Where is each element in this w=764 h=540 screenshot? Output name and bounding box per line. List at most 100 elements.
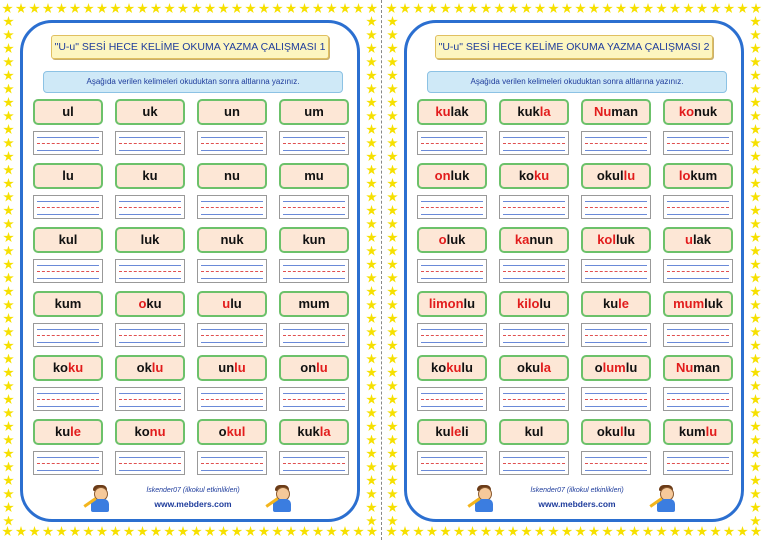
- star-icon: [366, 124, 377, 135]
- writing-line[interactable]: [663, 195, 733, 219]
- writing-line[interactable]: [279, 387, 349, 411]
- writing-line[interactable]: [499, 323, 569, 347]
- star-icon: [440, 526, 451, 537]
- star-icon: [723, 526, 735, 537]
- word-row: kul luk nuk kun: [33, 227, 353, 291]
- writing-line[interactable]: [581, 131, 651, 155]
- writing-line[interactable]: [197, 451, 267, 475]
- writing-line[interactable]: [417, 451, 487, 475]
- word-row: onluk koku okullu lokum: [417, 163, 737, 227]
- star-icon: [750, 70, 761, 81]
- star-icon: [750, 124, 761, 135]
- writing-line[interactable]: [581, 323, 651, 347]
- writing-line[interactable]: [33, 131, 103, 155]
- star-icon: [750, 151, 761, 162]
- writing-line[interactable]: [279, 451, 349, 475]
- star-icon: [326, 526, 337, 537]
- writing-line[interactable]: [663, 323, 733, 347]
- star-icon: [387, 191, 398, 202]
- syllable: luk: [446, 232, 466, 247]
- writing-line[interactable]: [417, 323, 487, 347]
- word-row: kum oku ulu mum: [33, 291, 353, 355]
- star-icon: [696, 3, 708, 14]
- writing-line[interactable]: [663, 259, 733, 283]
- writing-line[interactable]: [499, 451, 569, 475]
- writing-line[interactable]: [581, 387, 651, 411]
- writing-line[interactable]: [115, 195, 185, 219]
- highlighted-syllable: o: [138, 296, 147, 311]
- writing-line[interactable]: [33, 387, 103, 411]
- highlighted-syllable: ko: [678, 104, 695, 119]
- writing-line[interactable]: [417, 195, 487, 219]
- syllable: nun: [529, 232, 554, 247]
- writing-line[interactable]: [279, 131, 349, 155]
- star-icon: [750, 137, 761, 148]
- writing-line[interactable]: [663, 451, 733, 475]
- star-icon: [3, 475, 14, 486]
- highlighted-syllable: on: [434, 168, 451, 183]
- highlighted-syllable: o: [438, 232, 447, 247]
- worksheet-card: "U-u" SESİ HECE KELİME OKUMA YAZMA ÇALIŞ…: [404, 20, 744, 522]
- writing-line[interactable]: [499, 131, 569, 155]
- star-icon: [3, 29, 14, 40]
- writing-line[interactable]: [115, 451, 185, 475]
- star-icon: [683, 526, 694, 537]
- syllable: kun: [302, 232, 326, 247]
- writing-line[interactable]: [115, 131, 185, 155]
- writing-line[interactable]: [115, 387, 185, 411]
- star-icon: [245, 526, 256, 537]
- star-icon: [750, 502, 761, 513]
- writing-line[interactable]: [279, 195, 349, 219]
- star-icon: [750, 448, 761, 459]
- star-icon: [534, 3, 546, 14]
- writing-line[interactable]: [33, 259, 103, 283]
- writing-line[interactable]: [663, 387, 733, 411]
- syllable: okul: [596, 168, 624, 183]
- writing-line[interactable]: [417, 259, 487, 283]
- star-icon: [575, 526, 586, 537]
- writing-line[interactable]: [499, 259, 569, 283]
- writing-line[interactable]: [33, 323, 103, 347]
- writing-line[interactable]: [197, 387, 267, 411]
- writing-line[interactable]: [197, 259, 267, 283]
- writing-line[interactable]: [417, 387, 487, 411]
- star-icon: [150, 526, 162, 537]
- syllable: nuk: [220, 232, 244, 247]
- word-card: konuk: [663, 99, 733, 125]
- writing-line[interactable]: [279, 259, 349, 283]
- writing-line[interactable]: [33, 195, 103, 219]
- writing-line[interactable]: [279, 323, 349, 347]
- writing-line[interactable]: [581, 259, 651, 283]
- star-icon: [561, 3, 573, 14]
- writing-line[interactable]: [581, 451, 651, 475]
- writing-line[interactable]: [115, 323, 185, 347]
- writing-line[interactable]: [197, 195, 267, 219]
- writing-line[interactable]: [197, 323, 267, 347]
- word-card: kukla: [499, 99, 569, 125]
- writing-line[interactable]: [581, 195, 651, 219]
- writing-line[interactable]: [115, 259, 185, 283]
- writing-line[interactable]: [663, 131, 733, 155]
- star-icon: [3, 16, 14, 27]
- syllable: ko: [431, 360, 447, 375]
- star-icon: [366, 137, 377, 148]
- writing-line[interactable]: [33, 451, 103, 475]
- writing-line[interactable]: [197, 131, 267, 155]
- highlighted-syllable: l: [619, 424, 624, 439]
- star-icon: [2, 3, 13, 14]
- word-card: okullu: [581, 419, 651, 445]
- star-icon: [480, 526, 492, 537]
- website-link[interactable]: www.mebders.com: [538, 499, 616, 509]
- star-icon: [507, 526, 519, 537]
- star-icon: [426, 526, 438, 537]
- star-icon: [3, 407, 14, 418]
- website-link[interactable]: www.mebders.com: [154, 499, 232, 509]
- writing-line[interactable]: [417, 131, 487, 155]
- star-icon: [69, 526, 81, 537]
- writing-line[interactable]: [499, 195, 569, 219]
- star-icon: [669, 3, 681, 14]
- writing-line[interactable]: [499, 387, 569, 411]
- star-icon: [56, 526, 67, 537]
- star-icon: [750, 83, 761, 94]
- star-icon: [750, 299, 761, 310]
